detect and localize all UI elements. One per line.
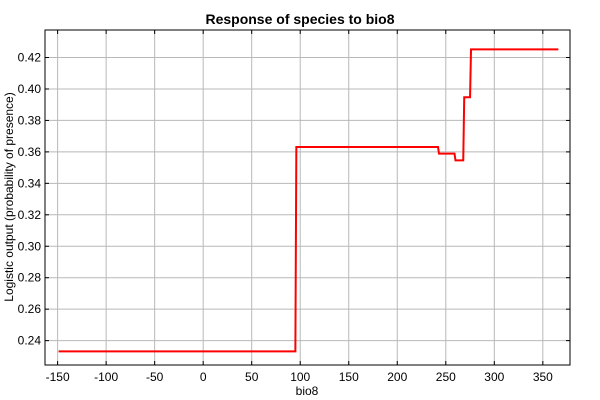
chart-title: Response of species to bio8 bbox=[205, 11, 394, 27]
y-tick-label: 0.26 bbox=[18, 302, 42, 316]
x-tick-label: 0 bbox=[200, 370, 207, 384]
y-tick-label: 0.42 bbox=[18, 51, 42, 65]
plot-frame bbox=[44, 29, 571, 366]
y-tick-label: 0.40 bbox=[18, 82, 42, 96]
x-tick-label: 50 bbox=[245, 370, 259, 384]
y-tick-label: 0.36 bbox=[18, 145, 42, 159]
y-tick-label: 0.34 bbox=[18, 176, 42, 190]
x-tick-label: -100 bbox=[94, 370, 118, 384]
x-tick-label: 150 bbox=[339, 370, 359, 384]
y-tick-label: 0.24 bbox=[18, 334, 42, 348]
x-tick-label: -50 bbox=[146, 370, 164, 384]
x-tick-label: 250 bbox=[436, 370, 456, 384]
grid bbox=[45, 30, 570, 365]
y-axis-label: Logistic output (probability of presence… bbox=[2, 92, 16, 301]
x-tick-label: 200 bbox=[387, 370, 407, 384]
x-tick-label: 300 bbox=[484, 370, 504, 384]
y-tick-label: 0.38 bbox=[18, 113, 42, 127]
axis-ticks: -150 -100 -50 0 50 100 150 200 250 300 350 0.24 0.26… bbox=[18, 30, 570, 384]
series-line bbox=[58, 48, 559, 353]
x-tick-label: 100 bbox=[290, 370, 310, 384]
x-axis-label: bio8 bbox=[296, 384, 319, 398]
y-tick-label: 0.28 bbox=[18, 271, 42, 285]
y-tick-label: 0.32 bbox=[18, 208, 42, 222]
x-tick-label: 350 bbox=[533, 370, 553, 384]
series-layer bbox=[58, 48, 559, 353]
x-tick-label: -150 bbox=[46, 370, 70, 384]
y-tick-label: 0.30 bbox=[18, 239, 42, 253]
